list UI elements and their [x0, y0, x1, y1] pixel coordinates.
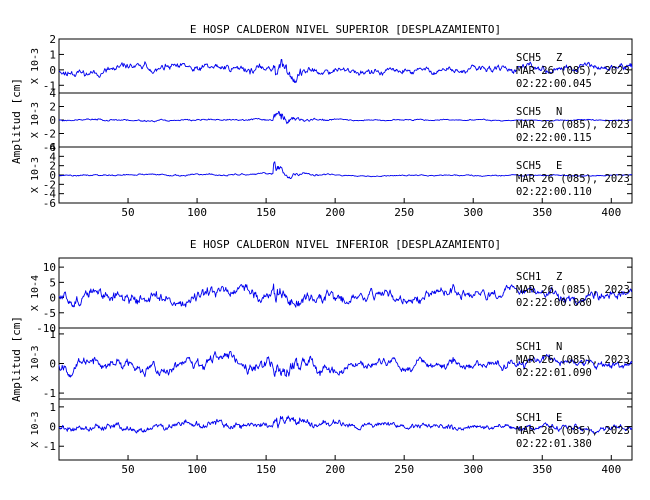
waveform-line: [58, 350, 633, 378]
station-code: SCH5: [516, 52, 541, 64]
x-tick-label: 200: [325, 206, 345, 219]
y-tick-label: -1: [43, 79, 56, 92]
record-date: MAR 26 (085), 2023: [516, 173, 630, 185]
y-tick-label: -5: [43, 307, 56, 320]
chart-group: E HOSP CALDERON NIVEL SUPERIOR [DESPLAZA…: [10, 23, 633, 219]
scale-label: X 10-3: [30, 102, 41, 138]
x-tick-label: 150: [256, 206, 276, 219]
record-time: 02:22:01.090: [516, 367, 592, 379]
component-code: Z: [556, 271, 562, 283]
y-tick-label: -1: [43, 387, 56, 400]
record-time: 02:22:00.115: [516, 132, 592, 144]
x-tick-label: 100: [187, 463, 207, 476]
x-tick-label: 150: [256, 463, 276, 476]
y-tick-label: 0: [49, 114, 56, 127]
y-axis-label: Amplitud [cm]: [10, 78, 23, 164]
y-tick-label: 10: [43, 261, 56, 274]
y-tick-label: -2: [43, 128, 56, 141]
record-time: 02:22:00.080: [516, 297, 592, 309]
scale-label: X 10-4: [30, 275, 41, 311]
x-tick-label: 400: [601, 463, 621, 476]
record-time: 02:22:01.380: [516, 438, 592, 450]
record-date: MAR 26 (085), 2023: [516, 284, 630, 296]
scale-label: X 10-3: [30, 48, 41, 84]
x-tick-label: 250: [394, 463, 414, 476]
component-code: Z: [556, 52, 562, 64]
y-tick-label: 4: [49, 150, 56, 163]
waveform-line: [58, 415, 633, 435]
y-tick-label: 0: [49, 64, 56, 77]
station-code: SCH5: [516, 160, 541, 172]
waveform-line: [58, 111, 633, 125]
y-tick-label: -4: [43, 188, 57, 201]
y-tick-label: 2: [49, 101, 56, 114]
y-tick-label: 0: [49, 421, 56, 434]
record-date: MAR 26 (085), 2023: [516, 354, 630, 366]
scale-label: X 10-3: [30, 157, 41, 193]
panel-frame: [58, 398, 633, 461]
x-tick-label: 300: [463, 463, 483, 476]
station-code: SCH1: [516, 271, 541, 283]
record-time: 02:22:00.045: [516, 78, 592, 90]
y-tick-label: -1: [43, 440, 56, 453]
y-axis-label: Amplitud [cm]: [10, 316, 23, 402]
component-code: N: [556, 341, 562, 353]
y-tick-label: 0: [49, 292, 56, 305]
chart-title: E HOSP CALDERON NIVEL SUPERIOR [DESPLAZA…: [190, 23, 501, 36]
y-tick-label: 0: [49, 169, 56, 182]
station-code: SCH5: [516, 106, 541, 118]
x-tick-label: 350: [532, 206, 552, 219]
x-tick-label: 50: [121, 463, 134, 476]
chart-title: E HOSP CALDERON NIVEL INFERIOR [DESPLAZA…: [190, 238, 501, 251]
y-tick-label: 1: [49, 48, 56, 61]
x-tick-label: 350: [532, 463, 552, 476]
y-tick-label: 0: [49, 358, 56, 371]
record-time: 02:22:00.110: [516, 186, 592, 198]
station-code: SCH1: [516, 412, 541, 424]
y-tick-label: -4: [43, 141, 57, 154]
chart-group: E HOSP CALDERON NIVEL INFERIOR [DESPLAZA…: [10, 238, 633, 476]
component-code: N: [556, 106, 562, 118]
y-tick-label: 1: [49, 401, 56, 414]
x-tick-label: 300: [463, 206, 483, 219]
scale-label: X 10-3: [30, 411, 41, 447]
waveform-line: [58, 161, 633, 179]
record-date: MAR 26 (085), 2023: [516, 65, 630, 77]
y-tick-label: 5: [49, 276, 56, 289]
y-tick-label: -6: [43, 197, 56, 210]
x-tick-label: 400: [601, 206, 621, 219]
x-tick-label: 250: [394, 206, 414, 219]
waveform-line: [58, 59, 633, 84]
x-tick-label: 100: [187, 206, 207, 219]
y-tick-label: 2: [49, 33, 56, 46]
y-tick-label: 2: [49, 160, 56, 173]
record-date: MAR 26 (085), 2023: [516, 425, 630, 437]
scale-label: X 10-3: [30, 345, 41, 381]
station-code: SCH1: [516, 341, 541, 353]
y-tick-label: -2: [43, 178, 56, 191]
y-tick-label: 4: [49, 87, 56, 100]
x-tick-label: 200: [325, 463, 345, 476]
x-tick-label: 50: [121, 206, 134, 219]
record-date: MAR 26 (085), 2023: [516, 119, 630, 131]
y-tick-label: -10: [36, 322, 56, 335]
component-code: E: [556, 412, 562, 424]
component-code: E: [556, 160, 562, 172]
y-tick-label: 6: [49, 141, 56, 154]
y-tick-label: 1: [49, 328, 56, 341]
waveform-line: [58, 283, 633, 308]
